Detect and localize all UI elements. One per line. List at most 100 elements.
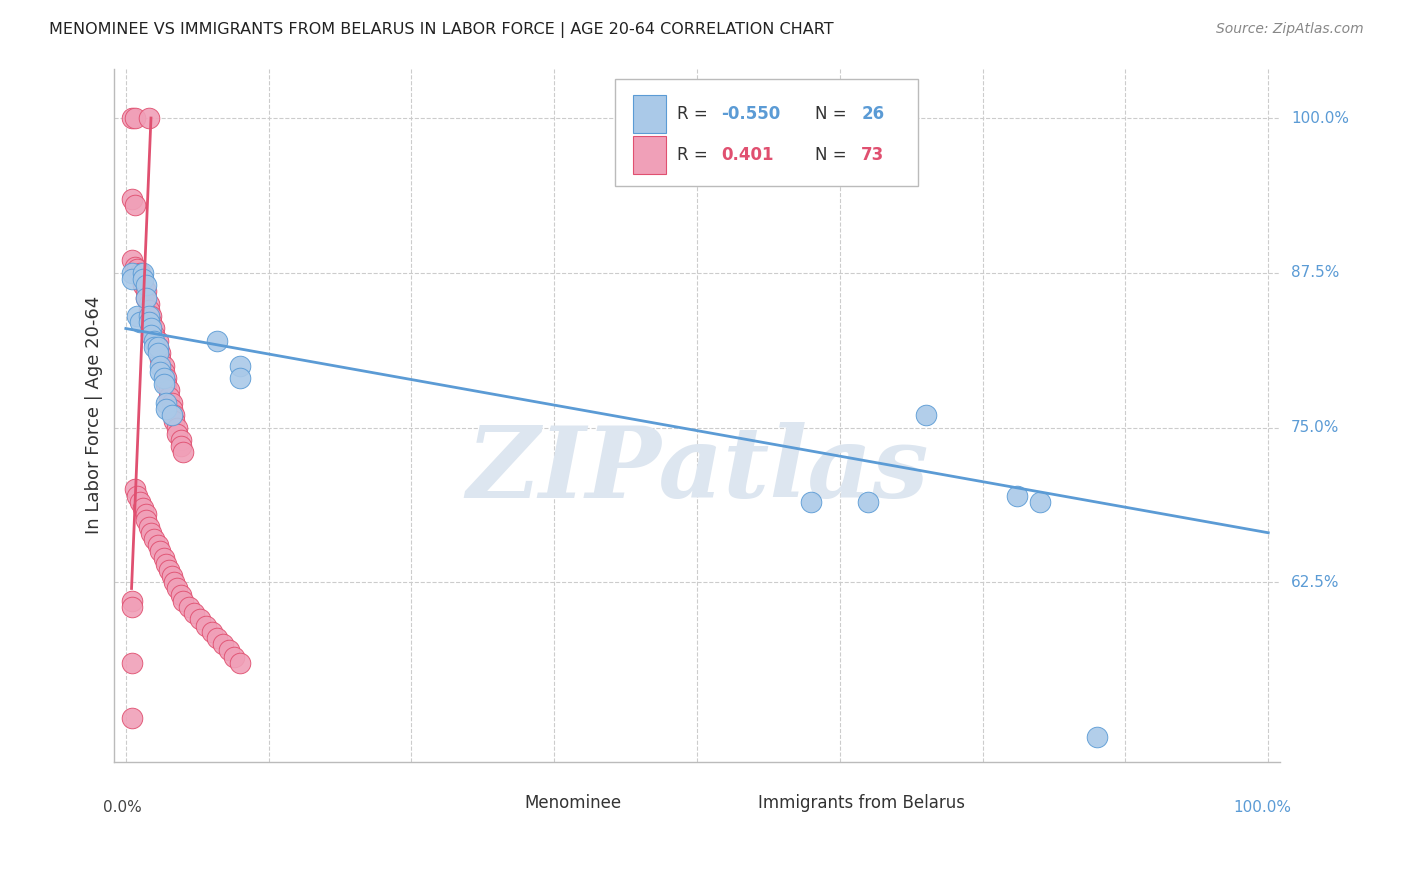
- Point: [143, 340, 166, 354]
- Point: [170, 439, 193, 453]
- Point: [132, 278, 155, 293]
- Point: [229, 359, 252, 373]
- Point: [157, 384, 180, 398]
- Bar: [633, 95, 665, 133]
- Point: [121, 711, 143, 725]
- Point: [149, 544, 172, 558]
- Point: [138, 519, 160, 533]
- Text: N =: N =: [814, 104, 852, 122]
- Point: [121, 272, 143, 286]
- Text: Source: ZipAtlas.com: Source: ZipAtlas.com: [1216, 22, 1364, 37]
- Point: [121, 192, 143, 206]
- Text: MENOMINEE VS IMMIGRANTS FROM BELARUS IN LABOR FORCE | AGE 20-64 CORRELATION CHAR: MENOMINEE VS IMMIGRANTS FROM BELARUS IN …: [49, 22, 834, 38]
- Point: [155, 557, 177, 571]
- Point: [146, 340, 169, 354]
- Point: [177, 600, 200, 615]
- Text: -0.550: -0.550: [721, 104, 780, 122]
- Point: [128, 266, 150, 280]
- Point: [127, 489, 149, 503]
- Point: [139, 315, 162, 329]
- Point: [152, 359, 174, 373]
- Point: [149, 346, 172, 360]
- Point: [138, 111, 160, 125]
- Text: N =: N =: [814, 146, 852, 164]
- Point: [152, 371, 174, 385]
- Point: [143, 334, 166, 348]
- Point: [149, 365, 172, 379]
- Point: [143, 532, 166, 546]
- Point: [135, 513, 157, 527]
- Point: [1085, 730, 1108, 744]
- Text: 73: 73: [862, 146, 884, 164]
- Bar: [488, 789, 516, 817]
- Point: [138, 315, 160, 329]
- Point: [135, 291, 157, 305]
- Point: [138, 297, 160, 311]
- Point: [143, 321, 166, 335]
- Point: [194, 618, 217, 632]
- Point: [146, 334, 169, 348]
- Point: [121, 111, 143, 125]
- Point: [212, 637, 235, 651]
- Point: [121, 266, 143, 280]
- Point: [166, 582, 188, 596]
- Point: [121, 594, 143, 608]
- Text: 0.401: 0.401: [721, 146, 775, 164]
- Point: [160, 396, 183, 410]
- Point: [229, 656, 252, 670]
- Text: 62.5%: 62.5%: [1291, 574, 1340, 590]
- Point: [132, 501, 155, 516]
- Point: [224, 649, 246, 664]
- Point: [160, 569, 183, 583]
- Point: [200, 624, 222, 639]
- Point: [170, 588, 193, 602]
- FancyBboxPatch shape: [616, 78, 918, 186]
- Point: [139, 309, 162, 323]
- Point: [183, 606, 205, 620]
- Point: [128, 315, 150, 329]
- Bar: [633, 136, 665, 174]
- Point: [132, 266, 155, 280]
- Point: [163, 414, 186, 428]
- Point: [127, 309, 149, 323]
- Point: [146, 340, 169, 354]
- Bar: [720, 789, 749, 817]
- Text: 75.0%: 75.0%: [1291, 420, 1339, 435]
- Point: [135, 285, 157, 299]
- Point: [1005, 489, 1028, 503]
- Point: [138, 309, 160, 323]
- Point: [124, 197, 146, 211]
- Point: [149, 359, 172, 373]
- Text: Menominee: Menominee: [524, 795, 621, 813]
- Text: 100.0%: 100.0%: [1233, 800, 1291, 815]
- Point: [149, 352, 172, 367]
- Point: [152, 365, 174, 379]
- Point: [166, 420, 188, 434]
- Point: [121, 600, 143, 615]
- Point: [155, 371, 177, 385]
- Point: [135, 507, 157, 521]
- Point: [218, 643, 240, 657]
- Point: [155, 401, 177, 416]
- Point: [160, 401, 183, 416]
- Point: [128, 495, 150, 509]
- Point: [207, 334, 229, 348]
- Point: [172, 445, 194, 459]
- Point: [160, 408, 183, 422]
- Point: [132, 272, 155, 286]
- Text: 0.0%: 0.0%: [103, 800, 142, 815]
- Point: [170, 433, 193, 447]
- Point: [138, 302, 160, 317]
- Point: [914, 408, 936, 422]
- Point: [127, 262, 149, 277]
- Point: [155, 396, 177, 410]
- Y-axis label: In Labor Force | Age 20-64: In Labor Force | Age 20-64: [86, 296, 103, 534]
- Point: [166, 426, 188, 441]
- Point: [858, 495, 880, 509]
- Text: 87.5%: 87.5%: [1291, 265, 1339, 280]
- Point: [188, 612, 211, 626]
- Point: [146, 538, 169, 552]
- Text: 26: 26: [862, 104, 884, 122]
- Point: [163, 575, 186, 590]
- Text: R =: R =: [678, 104, 713, 122]
